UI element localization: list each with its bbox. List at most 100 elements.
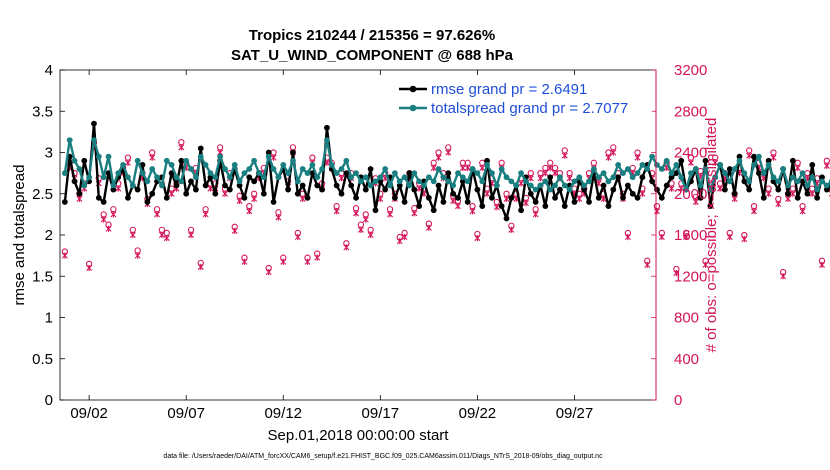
rmse-point [678,157,685,164]
right-y-tick-label: 3200 [674,62,707,79]
spread-point [799,170,806,177]
spread-point [639,161,646,168]
spread-point [809,174,816,181]
assimilated-obs-marker [401,233,408,241]
rmse-point [222,182,228,189]
right-y-tick-label: 1600 [674,227,707,244]
assimilated-obs-marker [251,195,258,203]
rmse-point [814,194,821,201]
assimilated-obs-marker [789,190,796,197]
spread-point [731,166,738,172]
assimilated-obs-marker [241,258,248,265]
spread-point [430,178,437,185]
spread-point [231,161,238,168]
spread-point [290,157,296,164]
spread-point [416,178,423,185]
spread-point [498,166,505,172]
chart-title-line2: SAT_U_WIND_COMPONENT @ 688 hPa [231,47,514,64]
rmse-point [324,124,330,131]
assimilated-obs-marker [154,211,161,218]
spread-point [95,153,102,160]
rmse-point [76,190,83,197]
possible-obs-marker [309,154,316,161]
spread-point [246,166,253,172]
spread-point [765,161,772,168]
rmse-point [552,194,558,201]
assimilated-obs-marker [450,197,457,205]
spread-point [775,178,782,185]
spread-point [100,174,107,181]
assimilated-obs-marker [537,175,544,182]
possible-obs-marker [129,226,136,233]
spread-point [527,182,534,189]
rmse-point [125,194,131,201]
rmse-point [605,203,612,210]
rmse-point [391,194,398,201]
x-tick-label: 09/22 [459,405,497,422]
assimilated-obs-marker [435,154,442,161]
assimilated-obs-marker [445,149,452,156]
spread-point [425,174,432,181]
spread-point [571,178,578,185]
left-y-tick-label: 1.5 [32,268,53,285]
assimilated-obs-marker [702,261,709,269]
spread-point [125,174,131,181]
x-axis-label: Sep.01,2018 00:00:00 start [268,427,450,444]
possible-obs-marker [746,147,753,154]
rmse-point [425,194,432,201]
assimilated-obs-marker [794,164,801,172]
assimilated-obs-marker [353,210,360,217]
spread-point [319,166,325,172]
possible-obs-marker [187,226,195,233]
rmse-point [197,145,204,152]
spread-point [324,137,330,144]
assimilated-obs-marker [751,208,758,215]
spread-point [294,178,301,185]
spread-point [814,186,821,193]
spread-point [673,161,680,168]
rmse-point [290,149,296,156]
spread-point [620,170,626,177]
assimilated-obs-marker [658,233,665,241]
rmse-point [809,161,816,168]
spread-point [503,174,510,181]
possible-obs-marker [250,190,258,197]
spread-point [459,174,466,181]
possible-obs-marker [352,205,360,212]
spread-point [270,166,277,172]
rmse-point [406,170,413,177]
rmse-point [265,149,272,156]
spread-point [469,166,476,172]
rmse-point [561,203,568,210]
rmse-point [722,186,728,193]
rmse-point [731,190,738,197]
assimilated-obs-marker [479,164,486,172]
possible-obs-marker [634,149,641,156]
rmse-point [794,194,801,201]
spread-point [81,182,88,189]
assimilated-obs-marker [129,231,136,239]
assimilated-obs-marker [469,208,476,215]
spread-point [697,182,704,189]
left-axis-label: rmse and totalspread [11,165,28,306]
left-y-tick-label: 1 [45,310,53,327]
assimilated-obs-marker [299,195,306,203]
legend-rmse-marker [409,85,417,93]
spread-point [149,166,156,172]
rmse-point [557,186,563,193]
rmse-point [445,170,452,177]
spread-point [518,170,524,177]
possible-obs-marker [435,149,442,156]
left-y-tick-label: 0 [45,392,53,409]
assimilated-obs-marker [809,190,816,197]
assimilated-obs-marker [105,225,112,232]
spread-point [372,178,379,185]
rmse-point [649,178,656,185]
possible-obs-marker [430,159,437,166]
spread-point [658,166,665,172]
spread-point [328,161,335,168]
spread-point [464,178,471,185]
spread-point [197,153,204,160]
spread-point [780,166,787,172]
